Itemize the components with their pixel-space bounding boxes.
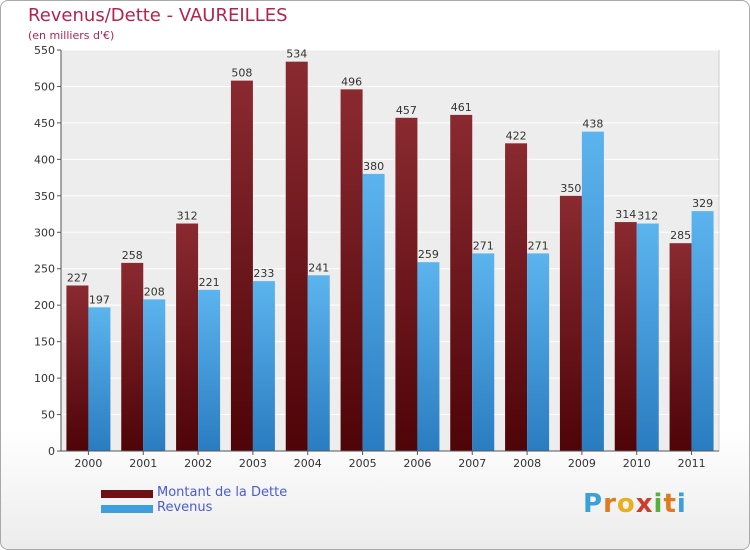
- data-label-dette: 227: [67, 271, 88, 284]
- data-label-dette: 461: [451, 101, 472, 114]
- data-label-revenus: 438: [582, 118, 603, 131]
- legend-label-revenus: Revenus: [157, 500, 213, 515]
- data-label-revenus: 259: [418, 248, 439, 261]
- bar-revenus: [198, 289, 221, 451]
- legend-swatch-revenus: [101, 505, 153, 513]
- bar-dette: [559, 195, 582, 451]
- y-tick-label: 0: [48, 445, 55, 458]
- proxiti-logo: Proxiti: [583, 489, 687, 519]
- x-tick-label: 2008: [513, 457, 541, 470]
- legend-label-dette: Montant de la Dette: [157, 485, 288, 500]
- x-tick-label: 2004: [294, 457, 322, 470]
- data-label-revenus: 233: [253, 267, 274, 280]
- data-label-dette: 508: [231, 67, 252, 80]
- data-label-dette: 534: [286, 48, 307, 61]
- bar-dette: [66, 285, 89, 451]
- bar-dette: [121, 262, 144, 451]
- data-label-revenus: 271: [473, 239, 494, 252]
- data-label-dette: 422: [506, 129, 527, 142]
- bar-dette: [340, 89, 363, 451]
- bar-dette: [285, 61, 308, 451]
- bar-revenus: [88, 307, 111, 451]
- y-tick-label: 50: [41, 409, 55, 422]
- y-tick-label: 150: [34, 336, 55, 349]
- plot-area: [60, 49, 720, 452]
- data-label-revenus: 312: [637, 210, 658, 223]
- data-label-dette: 457: [396, 104, 417, 117]
- bar-revenus: [581, 131, 604, 451]
- bar-revenus: [691, 211, 714, 451]
- logo-letter: x: [635, 489, 654, 519]
- legend-swatch-dette: [101, 490, 153, 498]
- chart-title: Revenus/Dette - VAUREILLES: [28, 5, 288, 26]
- bar-dette: [614, 222, 637, 451]
- data-label-dette: 285: [670, 229, 691, 242]
- y-tick-label: 400: [34, 153, 55, 166]
- x-tick-label: 2002: [184, 457, 212, 470]
- x-tick-label: 2010: [623, 457, 651, 470]
- x-tick-label: 2001: [129, 457, 157, 470]
- bar-dette: [176, 223, 199, 451]
- bar-revenus: [527, 253, 550, 451]
- x-tick-label: 2005: [349, 457, 377, 470]
- bar-revenus: [362, 173, 385, 452]
- x-tick-label: 2009: [568, 457, 596, 470]
- data-label-revenus: 221: [199, 276, 220, 289]
- data-label-revenus: 241: [308, 261, 329, 274]
- x-tick-label: 2000: [74, 457, 102, 470]
- bar-revenus: [417, 262, 440, 451]
- x-tick-label: 2006: [403, 457, 431, 470]
- bar-revenus: [143, 299, 166, 451]
- bar-revenus: [472, 253, 495, 451]
- x-tick-label: 2007: [458, 457, 486, 470]
- bar-dette: [395, 117, 418, 452]
- logo-letter: i: [653, 489, 664, 519]
- logo-letter: o: [616, 489, 636, 519]
- data-label-dette: 496: [341, 75, 362, 88]
- bar-revenus: [307, 275, 330, 451]
- bar-revenus: [252, 281, 275, 451]
- data-label-dette: 258: [122, 249, 143, 262]
- data-label-dette: 350: [560, 182, 581, 195]
- y-tick-label: 450: [34, 117, 55, 130]
- logo-letter: t: [663, 489, 677, 519]
- bar-dette: [669, 243, 692, 451]
- y-tick-label: 100: [34, 372, 55, 385]
- bar-dette: [450, 114, 473, 451]
- data-label-revenus: 208: [144, 285, 165, 298]
- y-tick-label: 200: [34, 299, 55, 312]
- data-label-revenus: 329: [692, 197, 713, 210]
- chart-subtitle: (en milliers d'€): [28, 29, 115, 42]
- data-label-revenus: 197: [89, 293, 110, 306]
- data-label-revenus: 271: [528, 239, 549, 252]
- y-tick-label: 350: [34, 190, 55, 203]
- logo-letter: P: [583, 489, 604, 519]
- x-tick-label: 2011: [678, 457, 706, 470]
- y-tick-label: 550: [34, 44, 55, 57]
- y-tick-label: 500: [34, 80, 55, 93]
- bar-dette: [505, 143, 528, 451]
- logo-letter: i: [676, 489, 687, 519]
- data-label-dette: 312: [177, 210, 198, 223]
- data-label-dette: 314: [615, 208, 636, 221]
- bar-dette: [230, 80, 253, 451]
- y-tick-label: 300: [34, 226, 55, 239]
- data-label-revenus: 380: [363, 160, 384, 173]
- logo-letter: r: [603, 489, 617, 519]
- x-tick-label: 2003: [239, 457, 267, 470]
- bar-revenus: [636, 223, 659, 451]
- y-tick-label: 250: [34, 263, 55, 276]
